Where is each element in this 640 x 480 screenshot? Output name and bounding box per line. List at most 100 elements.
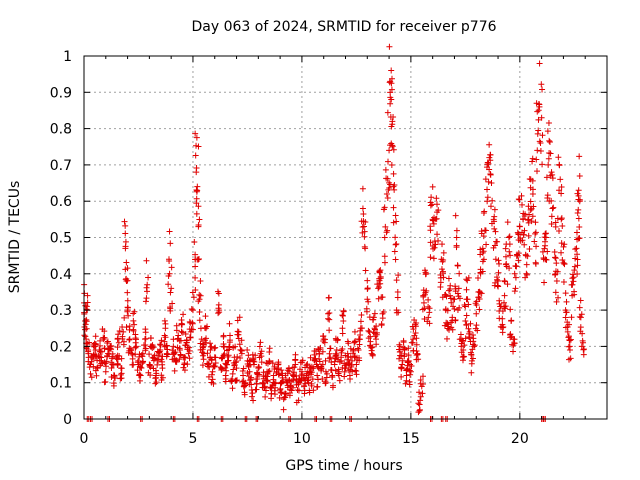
- data-point: [482, 176, 489, 183]
- data-point: [571, 267, 578, 274]
- data-point: [193, 142, 200, 149]
- data-point: [294, 386, 301, 393]
- data-point: [192, 251, 199, 258]
- data-point: [433, 201, 440, 208]
- data-point: [178, 328, 185, 335]
- data-point: [199, 352, 206, 359]
- data-point: [278, 389, 285, 396]
- data-point: [486, 141, 493, 148]
- data-point: [143, 284, 150, 291]
- data-point: [492, 256, 499, 263]
- data-point: [460, 347, 467, 354]
- data-point: [186, 347, 193, 354]
- data-point: [139, 359, 146, 366]
- data-point: [331, 358, 338, 365]
- data-point: [425, 296, 432, 303]
- data-point: [357, 332, 364, 339]
- data-point: [232, 359, 239, 366]
- data-point: [212, 354, 219, 361]
- data-point: [520, 231, 527, 238]
- data-point: [381, 234, 388, 241]
- data-point: [276, 394, 283, 401]
- data-point: [152, 380, 159, 387]
- data-point: [377, 275, 384, 282]
- data-point: [125, 312, 132, 319]
- data-point: [83, 325, 90, 332]
- data-point: [286, 368, 293, 375]
- data-point: [221, 344, 228, 351]
- data-point: [533, 156, 540, 163]
- data-point: [402, 380, 409, 387]
- data-point: [204, 323, 211, 330]
- data-point: [546, 150, 553, 157]
- y-tick-label: 0.3: [50, 303, 72, 319]
- data-point: [430, 217, 437, 224]
- data-point: [246, 368, 253, 375]
- data-point: [347, 375, 354, 382]
- data-point: [233, 358, 240, 365]
- data-point: [549, 175, 556, 182]
- data-point: [427, 254, 434, 261]
- data-point: [461, 353, 468, 360]
- data-point: [130, 361, 137, 368]
- data-point: [425, 314, 432, 321]
- data-point: [396, 355, 403, 362]
- data-point: [533, 168, 540, 175]
- y-tick-label: 0.4: [50, 267, 72, 283]
- data-point: [142, 345, 149, 352]
- data-point: [195, 221, 202, 228]
- data-point: [152, 375, 159, 382]
- data-point: [558, 240, 565, 247]
- data-point: [435, 207, 442, 214]
- data-point: [196, 317, 203, 324]
- data-point: [452, 212, 459, 219]
- data-point: [212, 360, 219, 367]
- data-point: [172, 349, 179, 356]
- data-point: [560, 279, 567, 286]
- data-point: [204, 363, 211, 370]
- data-point: [90, 363, 97, 370]
- data-point: [466, 334, 473, 341]
- data-point: [292, 351, 299, 358]
- data-point: [420, 299, 427, 306]
- data-point: [167, 240, 174, 247]
- data-point: [494, 282, 501, 289]
- data-point: [568, 314, 575, 321]
- data-point: [548, 220, 555, 227]
- data-point: [495, 257, 502, 264]
- data-point: [408, 363, 415, 370]
- data-point: [195, 256, 202, 263]
- data-point: [188, 306, 195, 313]
- data-point: [532, 219, 539, 226]
- data-point: [202, 313, 209, 320]
- data-point: [193, 210, 200, 217]
- data-point: [384, 194, 391, 201]
- data-point: [406, 367, 413, 374]
- data-point: [310, 387, 317, 394]
- data-point: [90, 343, 97, 350]
- data-point: [303, 362, 310, 369]
- data-point: [319, 375, 326, 382]
- data-point: [124, 265, 131, 272]
- data-point: [482, 227, 489, 234]
- data-point: [575, 235, 582, 242]
- data-point: [121, 314, 128, 321]
- data-point: [567, 355, 574, 362]
- data-point: [137, 364, 144, 371]
- data-point: [491, 206, 498, 213]
- data-point: [168, 264, 175, 271]
- data-point: [205, 360, 212, 367]
- data-point: [186, 355, 193, 362]
- data-point: [340, 308, 347, 315]
- data-point: [139, 353, 146, 360]
- data-point: [454, 290, 461, 297]
- data-point: [278, 380, 285, 387]
- data-point: [579, 330, 586, 337]
- data-point: [139, 360, 146, 367]
- data-point: [244, 347, 251, 354]
- data-point: [392, 241, 399, 248]
- data-point: [403, 377, 410, 384]
- data-point: [237, 355, 244, 362]
- data-point: [204, 350, 211, 357]
- data-point: [360, 223, 367, 230]
